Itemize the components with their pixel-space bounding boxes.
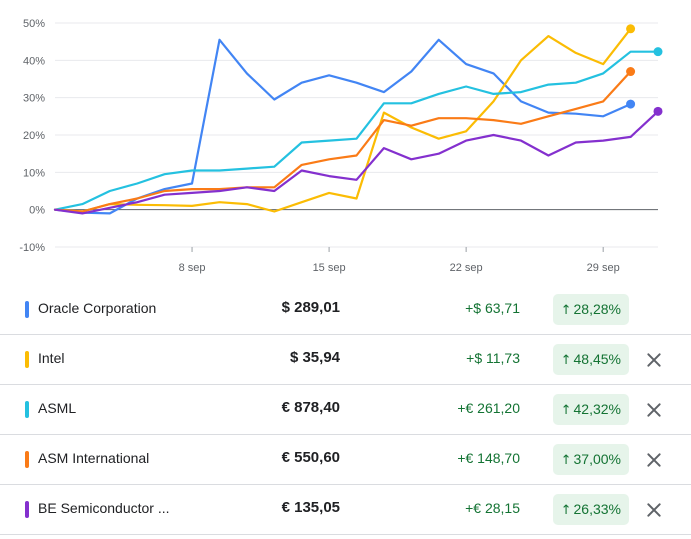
percent-change-badge: ↑ 42,32% (552, 394, 629, 425)
table-row[interactable]: Intel $ 35,94 +$ 11,73 ↑ 48,45% (0, 335, 691, 385)
price-change: +$ 63,71 (465, 300, 520, 316)
x-tick-label: 15 sep (313, 262, 346, 274)
x-tick-label: 8 sep (179, 262, 206, 274)
series-color-swatch (25, 401, 29, 418)
percent-change-badge: ↑ 26,33% (552, 494, 629, 525)
remove-close-icon[interactable] (644, 350, 664, 370)
percent-change-badge: ↑ 48,45% (552, 344, 629, 375)
price-change: +€ 28,15 (465, 500, 520, 516)
series-end-marker (653, 47, 663, 57)
series-end-marker (653, 106, 663, 116)
series-line (53, 27, 632, 213)
series-color-swatch (25, 351, 29, 368)
percent-change-value: 48,45% (573, 351, 621, 367)
y-tick-label: 10% (23, 167, 45, 179)
remove-close-icon[interactable] (644, 450, 664, 470)
percent-change-value: 37,00% (573, 451, 621, 467)
stock-name: ASM International (38, 450, 150, 466)
price-change: +$ 11,73 (466, 350, 520, 366)
x-tick-label: 29 sep (587, 262, 620, 274)
series-end-marker (626, 24, 636, 34)
series-line (53, 70, 632, 213)
series-end-marker (626, 67, 636, 77)
y-tick-label: 20% (23, 130, 45, 142)
price-change: +€ 261,20 (457, 400, 520, 416)
percent-change-value: 42,32% (573, 401, 621, 417)
percent-change-value: 28,28% (573, 301, 621, 317)
stock-name: ASML (38, 400, 77, 416)
percent-change-badge: ↑ 28,28% (552, 294, 629, 325)
series-end-marker (626, 99, 636, 109)
table-row[interactable]: ASML € 878,40 +€ 261,20 ↑ 42,32% (0, 385, 691, 435)
stock-name: BE Semiconductor ... (38, 500, 170, 516)
y-tick-label: -10% (19, 242, 45, 254)
y-tick-label: 0% (29, 205, 45, 217)
arrow-up-icon: ↑ (560, 353, 572, 368)
comparison-chart: 50% 40% 30% 20% 10% 0% -10% 8 sep 15 sep 22 sep 29… (19, 18, 663, 274)
stock-name: Intel (38, 350, 65, 366)
stock-price: € 550,60 (281, 449, 340, 466)
remove-close-icon[interactable] (644, 400, 664, 420)
comparison-table: Oracle Corporation $ 289,01 +$ 63,71 ↑ 28… (0, 285, 691, 535)
series-line (53, 50, 660, 211)
price-change: +€ 148,70 (457, 450, 520, 466)
remove-close-icon[interactable] (644, 500, 664, 520)
series-line (53, 38, 632, 215)
y-tick-label: 50% (23, 18, 45, 30)
arrow-up-icon: ↑ (560, 303, 572, 318)
y-tick-label: 40% (23, 55, 45, 67)
stock-name: Oracle Corporation (38, 300, 157, 316)
table-row[interactable]: Oracle Corporation $ 289,01 +$ 63,71 ↑ 28… (0, 285, 691, 335)
stock-price: € 135,05 (281, 499, 340, 516)
arrow-up-icon: ↑ (560, 503, 572, 518)
x-tick-label: 22 sep (450, 262, 483, 274)
stock-price: € 878,40 (281, 399, 340, 416)
table-row[interactable]: BE Semiconductor ... € 135,05 +€ 28,15 ↑… (0, 485, 691, 535)
table-row[interactable]: ASM International € 550,60 +€ 148,70 ↑ 37… (0, 435, 691, 485)
arrow-up-icon: ↑ (560, 403, 572, 418)
series-line (53, 110, 660, 215)
stock-price: $ 35,94 (289, 349, 340, 366)
series-color-swatch (25, 451, 29, 468)
y-tick-label: 30% (23, 93, 45, 105)
series-color-swatch (25, 301, 29, 318)
percent-change-value: 26,33% (573, 501, 621, 517)
series-color-swatch (25, 501, 29, 518)
arrow-up-icon: ↑ (560, 453, 572, 468)
percent-change-badge: ↑ 37,00% (552, 444, 629, 475)
stock-price: $ 289,01 (281, 299, 340, 316)
